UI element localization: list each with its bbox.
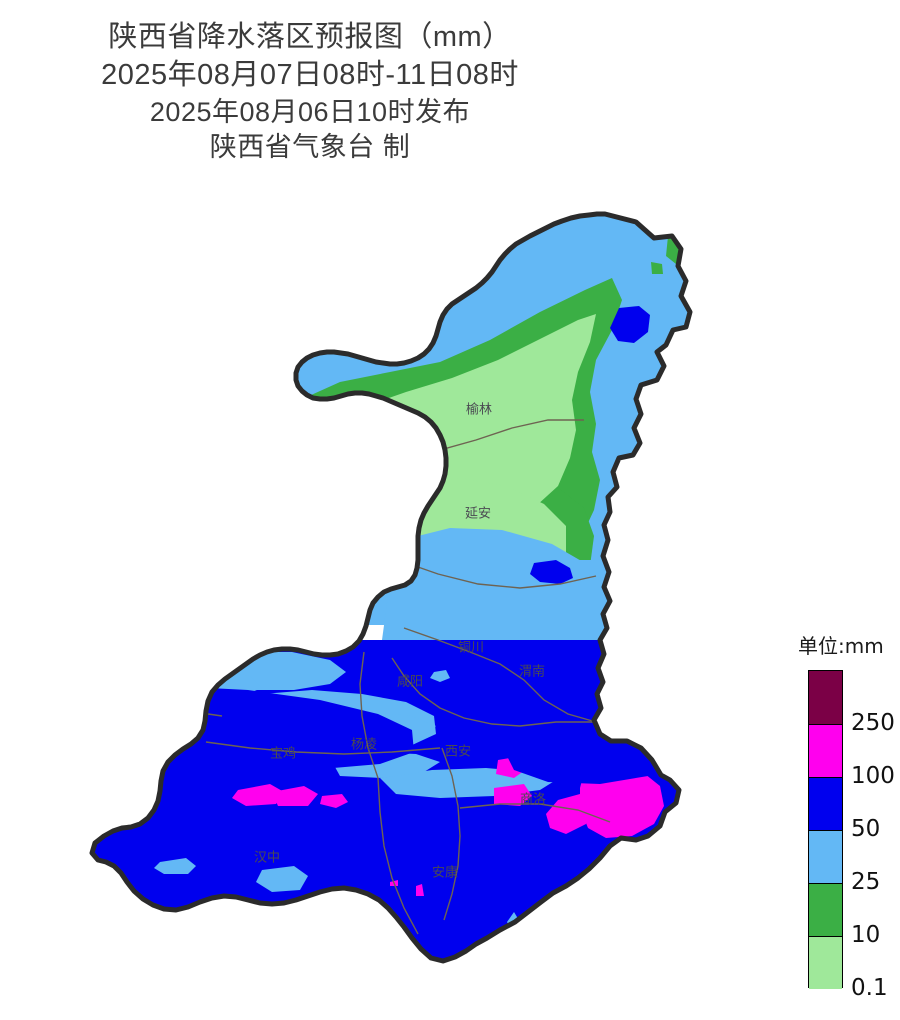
page-title: 陕西省降水落区预报图（mm） 2025年08月07日08时-11日08时 202… (0, 18, 620, 166)
band-50-100-islet-northeast (610, 306, 650, 343)
precipitation-bands-layer (92, 214, 690, 1010)
title-line-period: 2025年08月07日08时-11日08时 (101, 59, 519, 92)
band-25-50-hanzhong-islet-a (154, 858, 196, 874)
band-100-250-xian-b (494, 784, 532, 806)
legend-tick-0.1: 0.1 (851, 975, 888, 1001)
legend-tick-25: 25 (851, 869, 881, 895)
legend-tick-labels: 250 100 50 25 10 0.1 (847, 670, 900, 1001)
band-25-50-tongchuan-hole (430, 670, 450, 682)
title-line-issued: 2025年08月06日10时发布 (149, 96, 471, 127)
legend-band-100 (809, 724, 842, 777)
band-100-250-shangluo-tail (546, 794, 592, 834)
legend-band-250 (809, 671, 842, 724)
band-100-250-ankang-d (628, 846, 652, 864)
band-25-50-south-edge (494, 992, 546, 1010)
band-100-250-ankang-b (416, 884, 424, 896)
legend-tick-100: 100 (851, 763, 895, 789)
title-line-issuer: 陕西省气象台 制 (209, 132, 411, 163)
band-100-250-ankang-a (350, 924, 372, 940)
band-50-100-islet-yanan (530, 560, 573, 584)
band-25-50-hanzhong-islet-b (256, 866, 308, 892)
band-10-25-islet-ne-b (651, 262, 663, 274)
legend-unit-label: 单位:mm (798, 634, 884, 658)
legend-band-0.1 (809, 936, 842, 989)
band-100-250-baoji-c (320, 794, 348, 808)
band-100-250-baoji-a (232, 784, 284, 806)
province-border (89, 211, 693, 964)
legend-tick-50: 50 (851, 816, 881, 842)
legend-bar-wrap: 250 100 50 25 10 0.1 (796, 670, 900, 1001)
legend-band-50 (809, 777, 842, 830)
legend: 单位:mm 250 100 50 25 10 0.1 (796, 630, 900, 1001)
legend-color-bar (808, 670, 843, 989)
legend-band-10 (809, 883, 842, 936)
legend-tick-10: 10 (851, 922, 881, 948)
band-100-250-baoji-b (272, 786, 318, 806)
legend-band-25 (809, 830, 842, 883)
title-line-main: 陕西省降水落区预报图（mm） (108, 21, 512, 53)
legend-tick-250: 250 (851, 710, 895, 736)
prefecture-boundaries (92, 403, 625, 935)
band-50-100-tongchuan (382, 654, 516, 704)
